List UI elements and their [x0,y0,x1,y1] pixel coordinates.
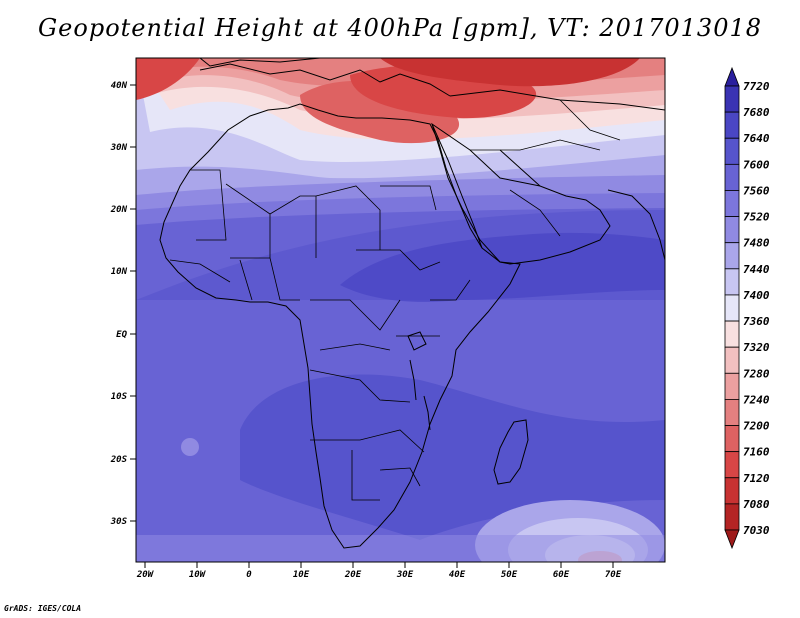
coastlines [159,58,665,549]
colorbar-segment [724,163,740,191]
red-sea [431,123,483,249]
grads-credit: GrADS: IGES/COLA [4,604,82,613]
colorbar-label: 7160 [743,446,770,459]
map-frame [135,57,666,563]
lake-malawi [423,395,431,431]
lon-label-30e: 30E [396,570,414,580]
colorbar-label: 7360 [743,315,770,328]
lake-victoria [407,331,427,351]
lat-label-30s: 30S [110,517,128,527]
colorbar-segment [724,451,740,479]
colorbar-segment [724,111,740,139]
europe-coast [199,58,321,67]
lon-label-20w: 20W [136,570,155,580]
colorbar-segment [724,346,740,374]
colorbar-bottom-arrow [724,529,740,550]
colorbar-segment [724,372,740,400]
lake-tanganyika [409,359,417,401]
lon-label-40e: 40E [449,570,466,580]
field-small-light-spot [181,438,199,456]
colorbar-segment [724,216,740,244]
mediterranean-coast [199,63,451,97]
field-red-core-north [380,58,640,87]
colorbar-label: 7080 [743,498,770,511]
field-horn-core [340,232,665,302]
lon-label-60e: 60E [553,570,570,580]
colorbar-segment [724,294,740,322]
colorbar-label: 7520 [743,211,770,224]
colorbar-label: 7200 [743,420,770,433]
persian-gulf [499,149,541,187]
country-borders [169,99,621,501]
colorbar-segment [724,268,740,296]
lat-label-eq: EQ [116,330,127,340]
lon-label-0: 0 [246,570,252,580]
field-southern-edge [136,535,665,562]
lon-label-20e: 20E [344,570,362,580]
lon-label-10e: 10E [293,570,310,580]
madagascar-coastline [493,419,529,485]
colorbar-label: 7320 [743,341,770,354]
longitude-axis: 20W 10W 0 10E 20E 30E 40E 50E 60E 70E [136,562,622,580]
lon-label-70e: 70E [605,570,622,580]
lat-label-30n: 30N [110,143,128,153]
lat-label-10n: 10N [111,267,128,277]
colorbar-label: 7030 [743,524,770,537]
lat-label-10s: 10S [111,392,128,402]
lat-label-20n: 20N [110,205,128,215]
colorbar-label: 7560 [743,184,770,197]
field-red-core-west [136,58,200,100]
lon-label-50e: 50E [501,570,518,580]
colorbar-label: 7240 [743,393,770,406]
colorbar-label: 7680 [743,106,770,119]
india-coastline [607,189,665,261]
colorbar: 7720 7680 7640 7600 7560 7520 7480 7440 7400 7360… [724,66,770,550]
colorbar-label: 7600 [743,158,770,171]
colorbar-segment [724,320,740,348]
colorbar-segment [724,425,740,453]
arabia-coastline [431,122,611,265]
colorbar-label: 7440 [743,263,770,276]
colorbar-top-arrow [724,66,740,87]
colorbar-segment [724,137,740,165]
lon-label-10w: 10W [189,570,207,580]
colorbar-segment [724,85,740,113]
lat-label-40n: 40N [111,81,128,91]
colorbar-label: 7400 [743,289,770,302]
colorbar-label: 7640 [743,132,770,145]
height-field [136,58,665,562]
colorbar-segment [724,190,740,217]
colorbar-label: 7280 [743,367,770,380]
colorbar-segment [724,399,740,426]
lat-label-20s: 20S [110,455,128,465]
colorbar-segment [724,477,740,505]
colorbar-label: 7720 [743,80,770,93]
africa-coastline [159,103,521,549]
field-southern-core [240,374,665,540]
colorbar-label: 7120 [743,472,770,485]
chart-title: Geopotential Height at 400hPa [gpm], VT:… [38,14,762,42]
colorbar-segment [724,242,740,270]
colorbar-segment [724,503,740,531]
colorbar-label: 7480 [743,237,770,250]
latitude-axis: 40N 30N 20N 10N EQ 10S 20S 30S [110,81,136,527]
